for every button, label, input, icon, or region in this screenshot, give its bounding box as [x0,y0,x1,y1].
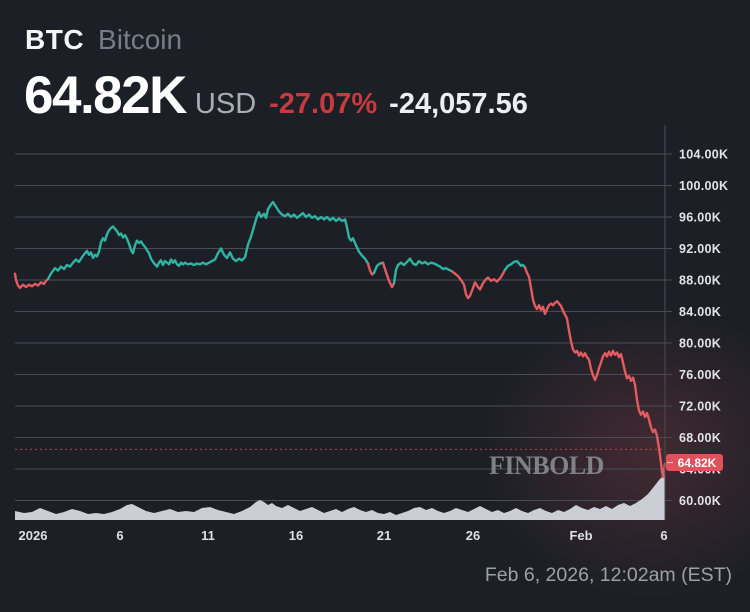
price-header: 64.82K USD -27.07% -24,057.56 [24,69,528,122]
price-line-down [523,266,667,479]
y-axis-label: 68.00K [679,431,721,445]
x-axis-label: 2026 [19,528,48,543]
y-axis-label: 84.00K [679,305,721,319]
price-line-up [46,200,370,281]
current-price-badge-label: 64.82K [678,456,717,470]
x-axis-label: 11 [201,528,215,543]
current-price: 64.82K [24,66,187,125]
price-line-down [13,272,50,290]
x-axis-label: 16 [289,528,303,543]
y-axis-label: 72.00K [679,400,721,414]
y-axis-label: 92.00K [679,242,721,256]
x-axis-label: 6 [660,528,667,543]
x-axis-label: 26 [466,528,480,543]
grid-layer: 104.00K 100.00K 96.00K 92.00K 88.00K 84.00K 80… [15,148,728,508]
ticker-symbol: BTC [25,24,85,55]
price-line-up [503,259,527,271]
ticker-name: Bitcoin [98,24,183,55]
price-line-up [392,257,454,285]
price-currency: USD [194,88,257,120]
change-value: -24,057.56 [389,88,528,120]
x-axis-label: 21 [377,528,391,543]
price-line-down [450,268,507,300]
y-axis-label: 80.00K [679,337,721,351]
axis-layer: 64.82K 2026 6 11 16 21 26 Feb 6 [19,125,723,543]
chart-timestamp: Feb 6, 2026, 12:02am (EST) [484,564,732,586]
price-line-down [366,262,376,276]
y-axis-label: 60.00K [679,494,721,508]
current-price-badge [666,454,723,472]
crash-glow-effect [482,304,750,600]
y-axis-label: 96.00K [679,211,721,225]
price-line-up [372,261,385,275]
x-axis-label: Feb [569,528,592,543]
ticker-header: BTC Bitcoin [25,26,182,54]
change-percent: -27.07% [269,88,378,120]
y-axis-label: 88.00K [679,274,721,288]
price-line-down [381,261,396,289]
y-axis-label: 100.00K [679,179,728,193]
volume-area [15,473,665,520]
x-axis-label: 6 [116,528,123,543]
price-series-layer [13,200,667,520]
y-axis-label: 104.00K [679,148,728,162]
finbold-watermark: FINBOLD [489,451,604,480]
y-axis-label: 76.00K [679,368,721,382]
